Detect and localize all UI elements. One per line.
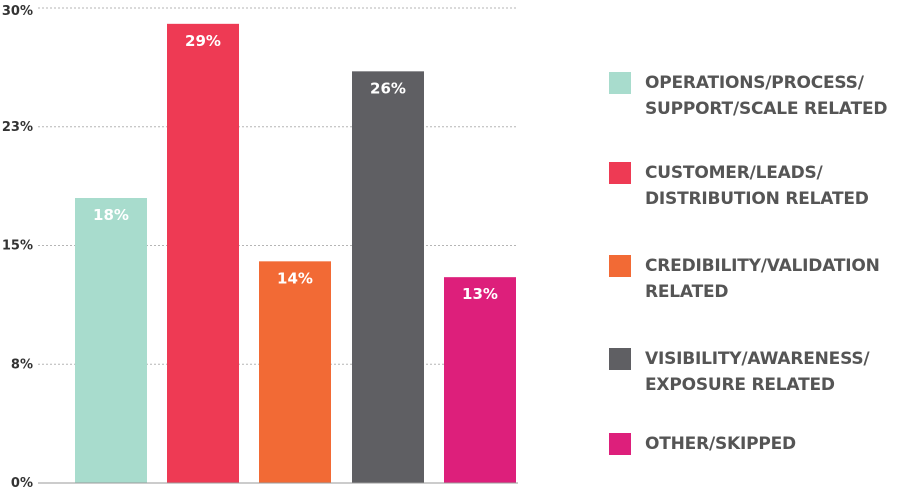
legend-label: OPERATIONS/PROCESS/ SUPPORT/SCALE RELATE…: [645, 73, 888, 119]
legend-swatch: [609, 433, 631, 455]
legend-swatch: [609, 72, 631, 94]
bar-value-labels: 18% 29% 14% 26% 13%: [93, 32, 498, 303]
bars: [75, 23, 516, 483]
legend-item-other: OTHER/SKIPPED: [609, 431, 796, 457]
bar: [444, 277, 516, 483]
legend-label: CUSTOMER/LEADS/ DISTRIBUTION RELATED: [645, 163, 869, 209]
legend-swatch: [609, 348, 631, 370]
bar-chart: 0% 8% 15% 23% 30% 18% 29% 14% 26% 13%: [2, 4, 518, 491]
bar-value-label: 29%: [185, 32, 221, 50]
bar: [259, 261, 331, 483]
y-tick-label: 0%: [11, 476, 33, 491]
legend-label: OTHER/SKIPPED: [645, 434, 796, 454]
legend-item-visibility: VISIBILITY/AWARENESS/ EXPOSURE RELATED: [609, 346, 870, 398]
bar-value-label: 13%: [462, 285, 498, 303]
bar-value-label: 14%: [277, 269, 313, 287]
y-tick-label: 23%: [2, 120, 33, 135]
bar: [167, 23, 239, 483]
legend-label: CREDIBILITY/VALIDATION RELATED: [645, 256, 880, 302]
bar: [352, 71, 424, 483]
y-tick-label: 8%: [11, 357, 33, 372]
legend-item-customer: CUSTOMER/LEADS/ DISTRIBUTION RELATED: [609, 160, 869, 212]
bar-value-label: 18%: [93, 206, 129, 224]
bar: [75, 198, 147, 483]
bar-value-label: 26%: [370, 79, 406, 97]
y-tick-label: 15%: [2, 239, 33, 254]
legend-swatch: [609, 162, 631, 184]
legend-swatch: [609, 255, 631, 277]
legend-label: VISIBILITY/AWARENESS/ EXPOSURE RELATED: [645, 349, 870, 395]
y-tick-label: 30%: [2, 4, 33, 19]
legend-item-credibility: CREDIBILITY/VALIDATION RELATED: [609, 253, 880, 305]
legend-item-operations: OPERATIONS/PROCESS/ SUPPORT/SCALE RELATE…: [609, 70, 887, 122]
y-axis-ticks: 0% 8% 15% 23% 30%: [2, 4, 33, 491]
